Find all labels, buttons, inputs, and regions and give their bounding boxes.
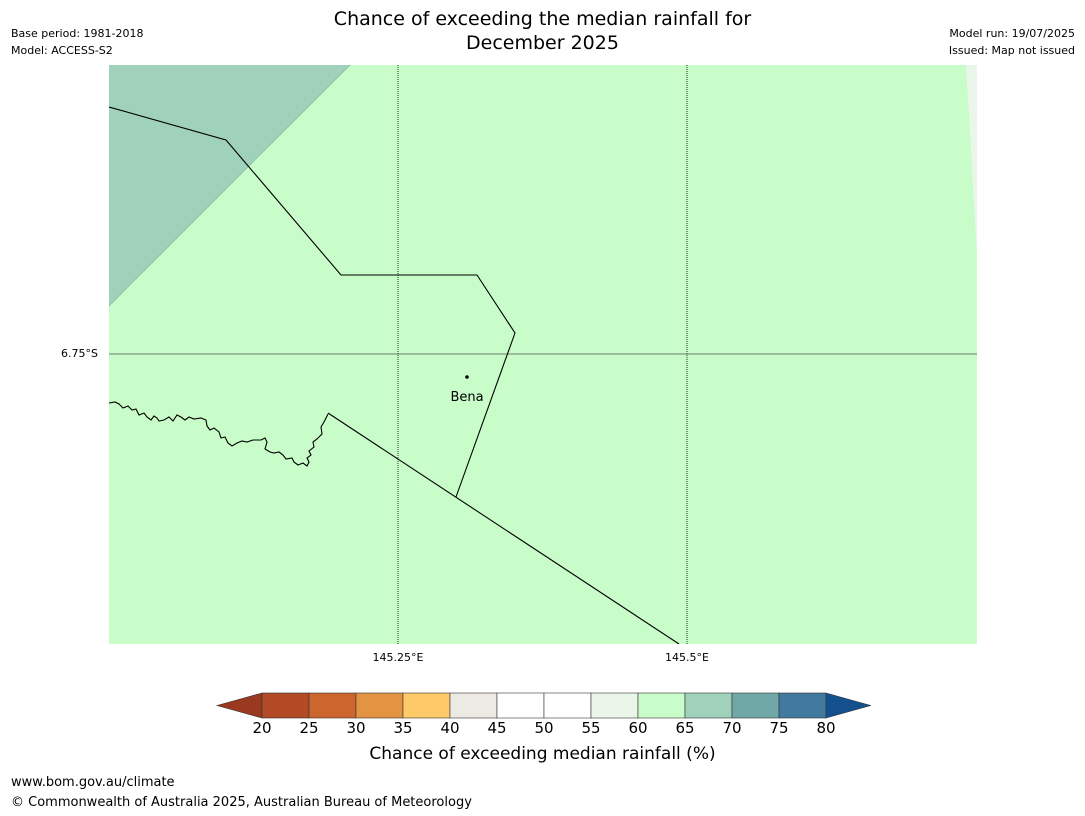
colorbar-segment-70-75 xyxy=(731,692,780,719)
colorbar-tick-50: 50 xyxy=(534,719,554,737)
colorbar-tick-70: 70 xyxy=(722,719,742,737)
title-line-1: Chance of exceeding the median rainfall … xyxy=(333,8,752,30)
river-boundary xyxy=(109,401,329,467)
colorbar-tick-55: 55 xyxy=(581,719,601,737)
map-region-55-60 xyxy=(966,65,977,255)
region-edge xyxy=(109,65,351,307)
colorbar-tick-25: 25 xyxy=(299,719,319,737)
colorbar-title: Chance of exceeding median rainfall (%) xyxy=(369,744,716,764)
colorbar-tick-60: 60 xyxy=(628,719,648,737)
colorbar-tick-80: 80 xyxy=(816,719,836,737)
footer-copyright: © Commonwealth of Australia 2025, Austra… xyxy=(11,795,472,810)
model-run-text: Model run: 19/07/2025 xyxy=(949,27,1075,40)
colorbar-segment-25-30 xyxy=(308,692,357,719)
colorbar-segment-55-60 xyxy=(590,692,639,719)
longitude-label-145-5: 145.5°E xyxy=(665,651,709,664)
colorbar xyxy=(215,692,871,719)
colorbar-segment-40-45 xyxy=(449,692,498,719)
colorbar-tick-40: 40 xyxy=(440,719,460,737)
colorbar-under-arrow xyxy=(215,692,263,719)
model-text: Model: ACCESS-S2 xyxy=(11,44,113,57)
base-period-text: Base period: 1981-2018 xyxy=(11,27,144,40)
issued-text: Issued: Map not issued xyxy=(948,44,1075,57)
title-line-2: December 2025 xyxy=(466,32,619,54)
map-panel: Bena xyxy=(109,65,977,644)
colorbar-tick-20: 20 xyxy=(252,719,272,737)
colorbar-tick-45: 45 xyxy=(487,719,507,737)
colorbar-segment-20-25 xyxy=(261,692,310,719)
colorbar-segment-45-50 xyxy=(496,692,545,719)
metadata-left: Base period: 1981-2018 Model: ACCESS-S2 xyxy=(11,25,143,59)
colorbar-tick-65: 65 xyxy=(675,719,695,737)
colorbar-tick-75: 75 xyxy=(769,719,789,737)
colorbar-over-arrow xyxy=(825,692,871,719)
colorbar-segment-65-70 xyxy=(684,692,733,719)
footer-url: www.bom.gov.au/climate xyxy=(11,775,175,790)
map-title: Chance of exceeding the median rainfall … xyxy=(0,7,1085,55)
colorbar-segment-30-35 xyxy=(355,692,404,719)
colorbar-segment-60-65 xyxy=(637,692,686,719)
province-boundary-north xyxy=(109,106,516,498)
colorbar-tick-35: 35 xyxy=(393,719,413,737)
latitude-label: 6.75°S xyxy=(61,347,98,360)
bena-label: Bena xyxy=(450,390,483,405)
colorbar-segment-35-40 xyxy=(402,692,451,719)
colorbar-segment-50-55 xyxy=(543,692,592,719)
province-boundary-south xyxy=(327,412,680,644)
colorbar-segment-75-80 xyxy=(778,692,827,719)
metadata-right: Model run: 19/07/2025 Issued: Map not is… xyxy=(949,25,1075,59)
colorbar-tick-30: 30 xyxy=(346,719,366,737)
longitude-label-145-25: 145.25°E xyxy=(372,651,424,664)
bena-marker xyxy=(465,375,469,379)
